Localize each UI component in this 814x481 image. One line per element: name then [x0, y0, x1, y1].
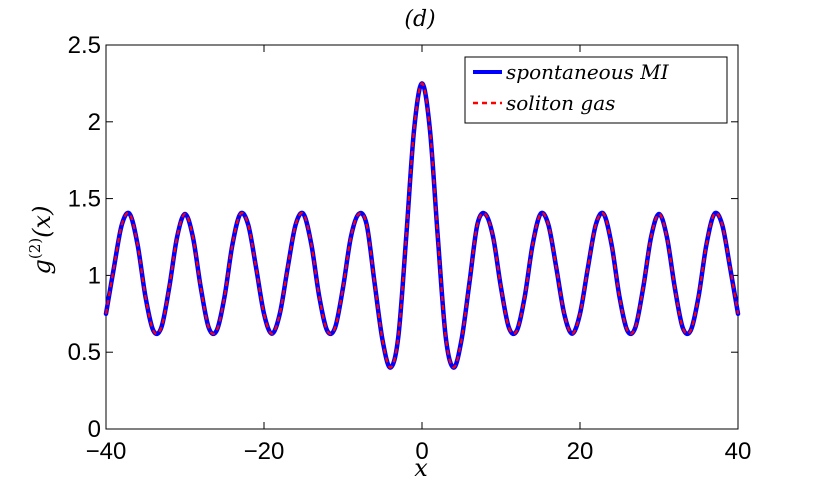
x-tick-label: −40: [86, 438, 127, 465]
y-tick-label: 1.5: [68, 186, 101, 213]
y-tick-label: 1: [88, 262, 101, 289]
x-tick-label: 40: [725, 438, 752, 465]
y-tick-label: 2: [88, 109, 101, 136]
legend-box: [464, 56, 728, 124]
y-axis-label-superscript: (2): [26, 238, 44, 259]
legend-label-soliton-gas: soliton gas: [506, 91, 615, 115]
x-axis-label: x: [414, 454, 428, 481]
x-tick-label: −20: [244, 438, 285, 465]
axis-ticks: [105, 44, 739, 430]
svg-text:g(2)(x): g(2)(x): [26, 206, 56, 275]
series-lines: [103, 81, 741, 370]
y-tick-label: 0: [88, 416, 101, 443]
chart-title: (d): [404, 7, 435, 32]
legend-label-spontaneous-mi: spontaneous MI: [506, 60, 670, 84]
y-tick-label: 0.5: [68, 339, 101, 366]
y-axis-label-base: g: [28, 259, 56, 274]
axis-tick-labels: −40 −20 0 20 40 0 0.5 1 1.5 2 2.5: [68, 32, 752, 465]
series-line-spontaneous-mi: [103, 81, 741, 370]
y-axis-label: g(2)(x): [26, 206, 56, 275]
y-axis-label-argument: (x): [28, 206, 56, 238]
series-line-soliton-gas: [104, 82, 740, 369]
x-tick-label: 20: [567, 438, 594, 465]
x-tick-label: 0: [415, 438, 428, 465]
y-tick-label: 2.5: [68, 32, 101, 59]
legend: spontaneous MI soliton gas: [464, 56, 728, 124]
